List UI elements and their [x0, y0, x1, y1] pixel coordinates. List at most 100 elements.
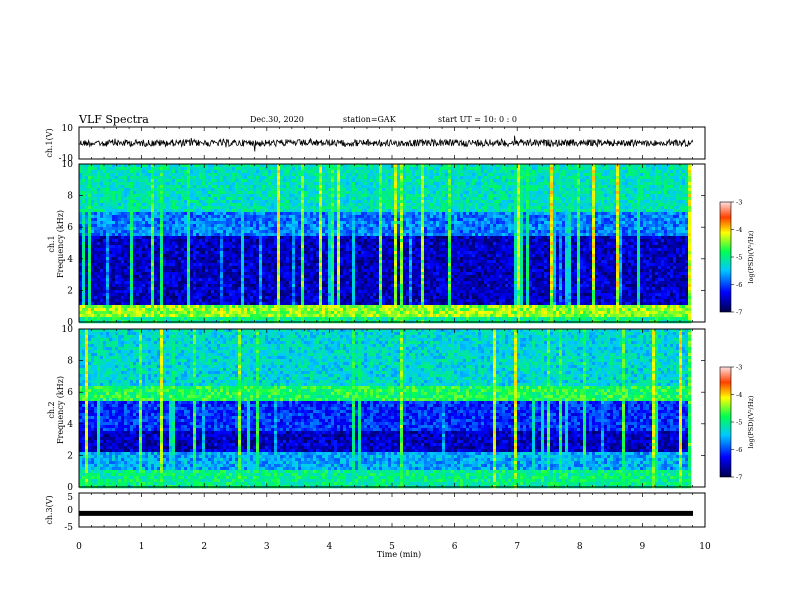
spectrogram-cell [202, 230, 206, 234]
spectrogram-cell [214, 200, 218, 204]
spectrogram-cell [559, 227, 563, 231]
spectrogram-cell [568, 194, 572, 198]
spectrogram-cell [214, 182, 218, 186]
spectrogram-cell [271, 236, 275, 240]
spectrogram-cell [82, 167, 86, 171]
spectrogram-cell [490, 164, 494, 168]
spectrogram-cell [571, 194, 575, 198]
spectrogram-cell [169, 203, 173, 207]
spectrogram-cell [514, 206, 518, 210]
spectrogram-cell [655, 209, 659, 213]
spectrogram-cell [118, 203, 122, 207]
spectrogram-cell [229, 203, 233, 207]
spectrogram-cell [463, 230, 467, 234]
spectrogram-cell [670, 179, 674, 183]
spectrogram-cell [340, 227, 344, 231]
spectrogram-cell [376, 182, 380, 186]
spectrogram-cell [589, 218, 593, 222]
spectrogram-cell [574, 197, 578, 201]
spectrogram-cell [562, 206, 566, 210]
spectrogram-cell [388, 191, 392, 195]
spectrogram-cell [472, 182, 476, 186]
spectrogram-cell [547, 191, 551, 195]
spectrogram-cell [535, 206, 539, 210]
spectrogram-cell [247, 185, 251, 189]
spectrogram-cell [601, 179, 605, 183]
spectrogram-cell [370, 215, 374, 219]
spectrogram-cell [328, 209, 332, 213]
spectrogram-cell [97, 203, 101, 207]
spectrogram-cell [310, 233, 314, 237]
spectrogram-cell [412, 206, 416, 210]
spectrogram-cell [532, 206, 536, 210]
spectrogram-cell [589, 191, 593, 195]
spectrogram-cell [286, 215, 290, 219]
spectrogram-cell [364, 188, 368, 192]
spectrogram-cell [682, 176, 686, 180]
spectrogram-cell [226, 197, 230, 201]
spectrogram-cell [352, 200, 356, 204]
spectrogram-cell [127, 236, 131, 240]
spectrogram-cell [622, 209, 626, 213]
spectrogram-cell [298, 230, 302, 234]
spectrogram-cell [100, 200, 104, 204]
spectrogram-cell [466, 233, 470, 237]
spectrogram-cell [676, 212, 680, 216]
spectrogram-cell [523, 191, 527, 195]
spectrogram-cell [526, 191, 530, 195]
spectrogram-cell [319, 209, 323, 213]
spectrogram-cell [349, 215, 353, 219]
spectrogram-cell [580, 224, 584, 228]
spectrogram-cell [529, 203, 533, 207]
spectrogram-cell [178, 185, 182, 189]
spectrogram-cell [280, 236, 284, 240]
spectrogram-cell [340, 179, 344, 183]
spectrogram-cell [166, 221, 170, 225]
spectrogram-cell [361, 224, 365, 228]
spectrogram-cell [415, 203, 419, 207]
spectrogram-cell [208, 182, 212, 186]
spectrogram-cell [232, 224, 236, 228]
spectrogram-cell [289, 236, 293, 240]
spectrogram-cell [427, 179, 431, 183]
spectrogram-cell [487, 230, 491, 234]
spectrogram-cell [556, 191, 560, 195]
spectrogram-cell [652, 218, 656, 222]
spectrogram-cell [559, 188, 563, 192]
spectrogram-cell [181, 194, 185, 198]
spectrogram-cell [487, 182, 491, 186]
spectrogram-cell [184, 206, 188, 210]
spectrogram-cell [448, 188, 452, 192]
spectrogram-cell [664, 179, 668, 183]
spectrogram-cell [415, 191, 419, 195]
spectrogram-cell [133, 173, 137, 177]
spectrogram-cell [484, 185, 488, 189]
spectrogram-cell [292, 179, 296, 183]
spectrogram-cell [628, 209, 632, 213]
spectrogram-cell [520, 203, 524, 207]
spectrogram-cell [79, 203, 83, 207]
spectrogram-cell [376, 164, 380, 168]
spectrogram-cell [499, 179, 503, 183]
spectrogram-cell [556, 233, 560, 237]
spectrogram-cell [478, 230, 482, 234]
spectrogram-cell [220, 170, 224, 174]
spectrogram-cell [361, 188, 365, 192]
spectrogram-cell [679, 176, 683, 180]
spectrogram-cell [607, 218, 611, 222]
spectrogram-cell [310, 203, 314, 207]
spectrogram-cell [595, 227, 599, 231]
spectrogram-cell [604, 203, 608, 207]
spectrogram-cell [460, 176, 464, 180]
spectrogram-cell [199, 176, 203, 180]
spectrogram-cell [268, 182, 272, 186]
spectrogram-cell [109, 215, 113, 219]
spectrogram-cell [208, 185, 212, 189]
spectrogram-cell [241, 233, 245, 237]
spectrogram-cell [364, 185, 368, 189]
spectrogram-cell [421, 233, 425, 237]
spectrogram-cell [352, 227, 356, 231]
spectrogram-cell [601, 233, 605, 237]
spectrogram-cell [349, 224, 353, 228]
spectrogram-cell [385, 227, 389, 231]
